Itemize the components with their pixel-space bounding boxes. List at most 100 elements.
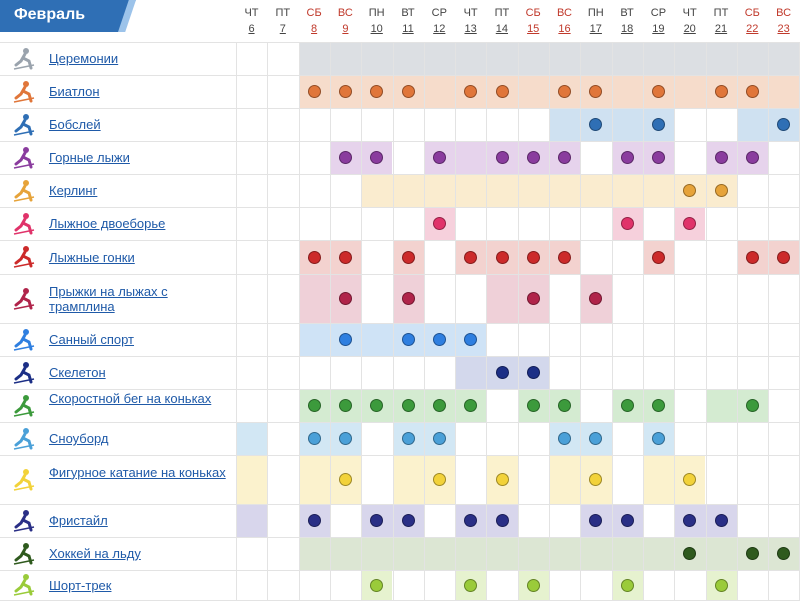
day-number[interactable]: 23 bbox=[777, 23, 790, 35]
event-dot[interactable] bbox=[401, 514, 415, 527]
sport-row-short-track[interactable]: Шорт-трек bbox=[0, 570, 236, 600]
sport-link-alpine-skiing[interactable]: Горные лыжи bbox=[49, 150, 130, 165]
event-dot[interactable] bbox=[339, 250, 353, 264]
event-dot[interactable] bbox=[683, 547, 697, 560]
event-dot[interactable] bbox=[589, 514, 603, 527]
sport-row-ski-jumping[interactable]: Прыжки на лыжах с трамплина bbox=[0, 274, 236, 323]
event-dot[interactable] bbox=[370, 399, 384, 412]
event-dot[interactable] bbox=[526, 578, 540, 592]
sport-link-cross-country[interactable]: Лыжные гонки bbox=[49, 249, 135, 265]
event-dot[interactable] bbox=[745, 547, 759, 560]
event-dot[interactable] bbox=[307, 432, 321, 445]
day-number[interactable]: 14 bbox=[495, 23, 509, 35]
sport-link-curling[interactable]: Керлинг bbox=[49, 183, 98, 198]
event-dot[interactable] bbox=[652, 432, 666, 445]
event-dot[interactable] bbox=[714, 151, 728, 164]
event-dot[interactable] bbox=[339, 85, 353, 98]
month-tab[interactable]: Февраль bbox=[0, 0, 136, 32]
event-dot[interactable] bbox=[307, 250, 321, 264]
sport-link-snowboard[interactable]: Сноуборд bbox=[49, 431, 109, 446]
event-dot[interactable] bbox=[620, 578, 634, 592]
event-dot[interactable] bbox=[307, 514, 321, 527]
sport-row-cross-country[interactable]: Лыжные гонки bbox=[0, 240, 236, 274]
sport-link-nordic-combined[interactable]: Лыжное двоеборье bbox=[49, 216, 166, 231]
event-dot[interactable] bbox=[777, 250, 791, 264]
event-dot[interactable] bbox=[432, 217, 446, 230]
sport-link-biathlon[interactable]: Биатлон bbox=[49, 84, 100, 99]
event-dot[interactable] bbox=[464, 333, 478, 346]
event-dot[interactable] bbox=[620, 514, 634, 527]
event-dot[interactable] bbox=[683, 217, 697, 230]
sport-row-nordic-combined[interactable]: Лыжное двоеборье bbox=[0, 207, 236, 240]
event-dot[interactable] bbox=[526, 292, 540, 305]
day-number[interactable]: 8 bbox=[311, 23, 318, 35]
sport-link-skeleton[interactable]: Скелетон bbox=[49, 365, 106, 380]
day-number[interactable]: 18 bbox=[620, 23, 634, 35]
event-dot[interactable] bbox=[495, 85, 509, 98]
event-dot[interactable] bbox=[714, 578, 728, 592]
sport-link-luge[interactable]: Санный спорт bbox=[49, 332, 135, 347]
event-dot[interactable] bbox=[589, 432, 603, 445]
event-dot[interactable] bbox=[589, 292, 603, 305]
sport-row-speed-skating[interactable]: Скоростной бег на коньках bbox=[0, 389, 236, 422]
day-number[interactable]: 21 bbox=[714, 23, 728, 35]
event-dot[interactable] bbox=[620, 151, 634, 164]
event-dot[interactable] bbox=[464, 578, 478, 592]
event-dot[interactable] bbox=[652, 118, 666, 131]
day-number[interactable]: 19 bbox=[652, 23, 665, 35]
event-dot[interactable] bbox=[745, 151, 759, 164]
event-dot[interactable] bbox=[589, 473, 603, 486]
sport-row-figure-skating[interactable]: Фигурное катание на коньках bbox=[0, 455, 236, 504]
event-dot[interactable] bbox=[683, 473, 697, 486]
event-dot[interactable] bbox=[526, 151, 540, 164]
event-dot[interactable] bbox=[558, 151, 572, 164]
event-dot[interactable] bbox=[370, 578, 384, 592]
event-dot[interactable] bbox=[464, 399, 478, 412]
event-dot[interactable] bbox=[495, 250, 509, 264]
event-dot[interactable] bbox=[526, 366, 540, 379]
event-dot[interactable] bbox=[370, 514, 384, 527]
event-dot[interactable] bbox=[464, 85, 478, 98]
event-dot[interactable] bbox=[714, 85, 728, 98]
sport-row-biathlon[interactable]: Биатлон bbox=[0, 75, 236, 108]
event-dot[interactable] bbox=[745, 85, 759, 98]
event-dot[interactable] bbox=[432, 432, 446, 445]
event-dot[interactable] bbox=[339, 151, 353, 164]
event-dot[interactable] bbox=[401, 399, 415, 412]
sport-row-snowboard[interactable]: Сноуборд bbox=[0, 422, 236, 455]
sport-link-short-track[interactable]: Шорт-трек bbox=[49, 577, 112, 593]
event-dot[interactable] bbox=[307, 399, 321, 412]
event-dot[interactable] bbox=[464, 514, 478, 527]
sport-row-curling[interactable]: Керлинг bbox=[0, 174, 236, 207]
event-dot[interactable] bbox=[652, 85, 666, 98]
day-number[interactable]: 6 bbox=[248, 23, 255, 35]
day-number[interactable]: 20 bbox=[683, 23, 696, 35]
sport-row-ice-hockey[interactable]: Хоккей на льду bbox=[0, 537, 236, 570]
sport-row-luge[interactable]: Санный спорт bbox=[0, 323, 236, 356]
day-number[interactable]: 10 bbox=[370, 23, 383, 35]
day-number[interactable]: 16 bbox=[558, 23, 571, 35]
day-number[interactable]: 12 bbox=[433, 23, 446, 35]
event-dot[interactable] bbox=[307, 85, 321, 98]
sport-link-bobsleigh[interactable]: Бобслей bbox=[49, 117, 101, 132]
sport-link-freestyle[interactable]: Фристайл bbox=[49, 513, 108, 528]
event-dot[interactable] bbox=[401, 333, 415, 346]
event-dot[interactable] bbox=[683, 184, 697, 197]
event-dot[interactable] bbox=[370, 151, 384, 164]
event-dot[interactable] bbox=[495, 366, 509, 379]
event-dot[interactable] bbox=[620, 217, 634, 230]
event-dot[interactable] bbox=[370, 85, 384, 98]
event-dot[interactable] bbox=[652, 151, 666, 164]
event-dot[interactable] bbox=[432, 473, 446, 486]
sport-link-ski-jumping[interactable]: Прыжки на лыжах с трамплина bbox=[49, 283, 168, 314]
event-dot[interactable] bbox=[339, 399, 353, 412]
event-dot[interactable] bbox=[714, 184, 728, 197]
event-dot[interactable] bbox=[652, 399, 666, 412]
day-number[interactable]: 13 bbox=[464, 23, 477, 35]
event-dot[interactable] bbox=[589, 85, 603, 98]
sport-link-speed-skating[interactable]: Скоростной бег на коньках bbox=[49, 390, 212, 406]
event-dot[interactable] bbox=[495, 514, 509, 527]
event-dot[interactable] bbox=[339, 473, 353, 486]
event-dot[interactable] bbox=[652, 250, 666, 264]
sport-row-ceremonies[interactable]: Церемонии bbox=[0, 42, 236, 75]
